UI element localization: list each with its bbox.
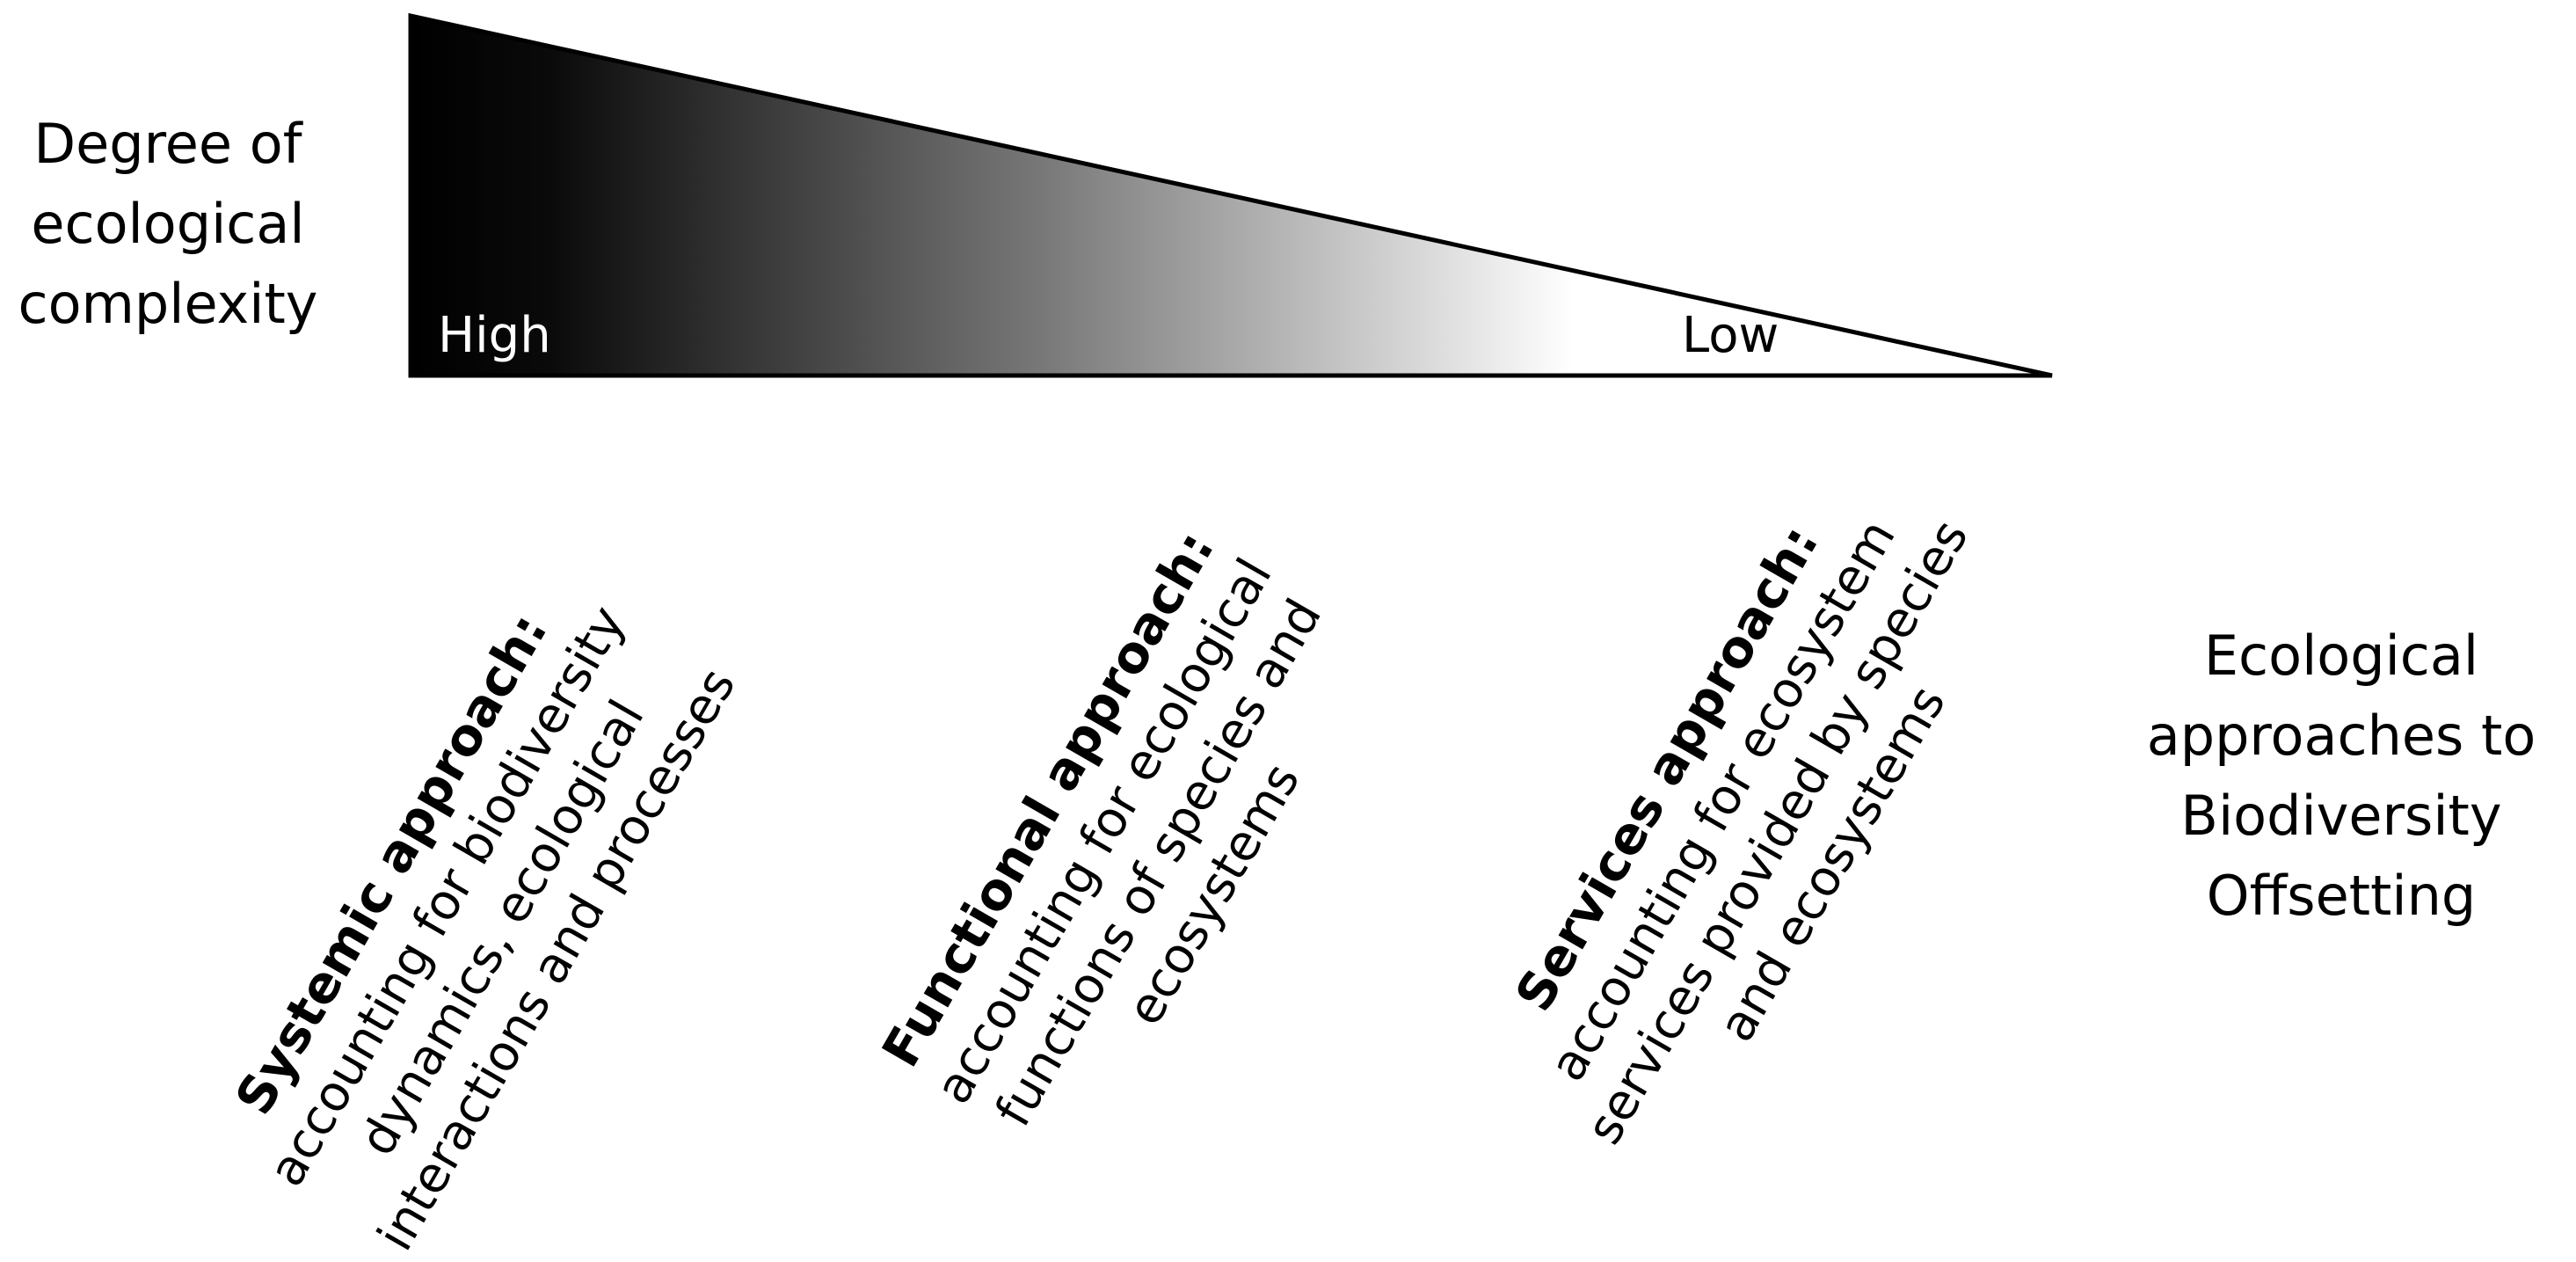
low-label: Low [1682, 307, 1779, 364]
triangle-shape [408, 12, 2053, 378]
high-label: High [438, 307, 551, 364]
complexity-triangle: High Low [408, 12, 2053, 378]
complexity-label-line-2: ecological [31, 192, 305, 256]
approaches-label-line-2: approaches to [2146, 704, 2536, 768]
complexity-label-line-1: Degree of [33, 112, 302, 176]
complexity-label-line-3: complexity [18, 272, 318, 336]
approaches-label-line-4: Offsetting [2206, 864, 2477, 928]
approaches-label-line-3: Biodiversity [2180, 784, 2502, 848]
approaches-axis-label: Ecological approaches to Biodiversity Of… [2107, 616, 2576, 936]
complexity-axis-label: Degree of ecological complexity [0, 104, 336, 344]
approaches-label-line-1: Ecological [2203, 624, 2479, 688]
